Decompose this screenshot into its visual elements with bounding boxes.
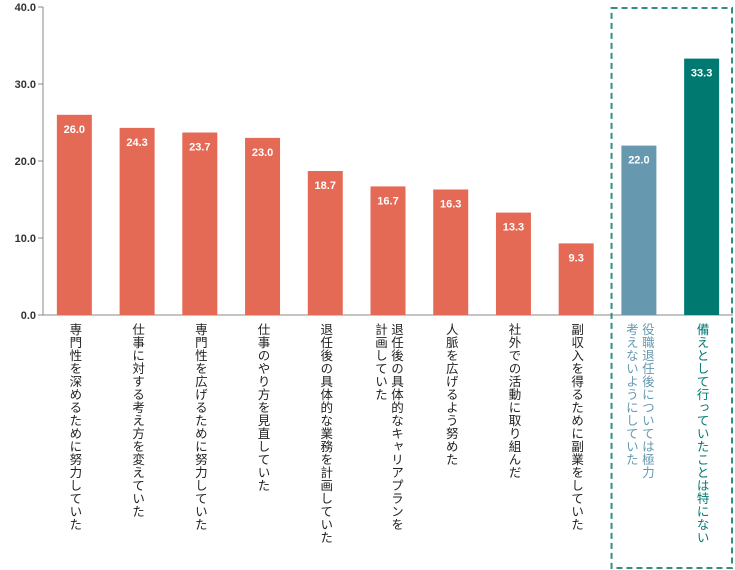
- category-label: 専門性を深めるために努力していた: [67, 323, 83, 531]
- y-axis: 0.0 10.0 20.0 30.0 40.0: [15, 2, 733, 322]
- data-label: 23.7: [189, 142, 210, 154]
- category-label: 役職退任後については極力 考えないようにしていた: [623, 323, 655, 479]
- y-tick-label: 40.0: [15, 2, 36, 14]
- data-labels: 26.0 24.3 23.7 23.0 18.7 16.7 16.3 13.3 9.3 22.0 3…: [64, 68, 713, 265]
- data-label: 24.3: [126, 137, 147, 149]
- bars: [56, 58, 720, 316]
- data-label: 16.3: [440, 198, 461, 210]
- y-tick-label: 0.0: [21, 310, 36, 322]
- y-tick-label: 20.0: [15, 156, 36, 168]
- bar: [245, 137, 281, 315]
- bar: [182, 132, 218, 315]
- category-label: 備えとして行っていたことは特にない: [694, 323, 710, 544]
- data-label: 13.3: [503, 222, 524, 234]
- category-label: 専門性を広げるために努力していた: [192, 323, 208, 531]
- highlight-box: [610, 7, 734, 569]
- bar: [558, 243, 594, 315]
- bar: [621, 145, 657, 315]
- bar: [370, 186, 406, 315]
- category-label: 退任後の具体的な業務を計画していた: [318, 323, 334, 544]
- category-label: 社外での活動に取り組んだ: [506, 323, 522, 479]
- category-label: 退任後の具体的なキャリアプランを 計画していた: [373, 323, 404, 531]
- data-label: 33.3: [691, 68, 712, 80]
- y-tick-label: 10.0: [15, 233, 36, 245]
- bar: [495, 212, 531, 315]
- data-label: 26.0: [64, 124, 85, 136]
- category-label: 仕事のやり方を見直していた: [255, 323, 271, 492]
- bar: [307, 171, 343, 315]
- category-label: 人脈を広げるよう努めた: [443, 323, 459, 466]
- bar: [433, 189, 469, 315]
- category-label: 仕事に対する考え方を変えていた: [130, 323, 146, 518]
- bar: [119, 127, 155, 315]
- data-label: 18.7: [315, 180, 336, 192]
- bar: [684, 58, 720, 316]
- data-label: 16.7: [377, 195, 398, 207]
- bar: [56, 114, 92, 315]
- data-label: 22.0: [628, 155, 649, 167]
- data-label: 9.3: [569, 252, 584, 264]
- y-tick-label: 30.0: [15, 79, 36, 91]
- category-label: 副収入を得るために副業をしていた: [569, 323, 585, 531]
- data-label: 23.0: [252, 147, 273, 159]
